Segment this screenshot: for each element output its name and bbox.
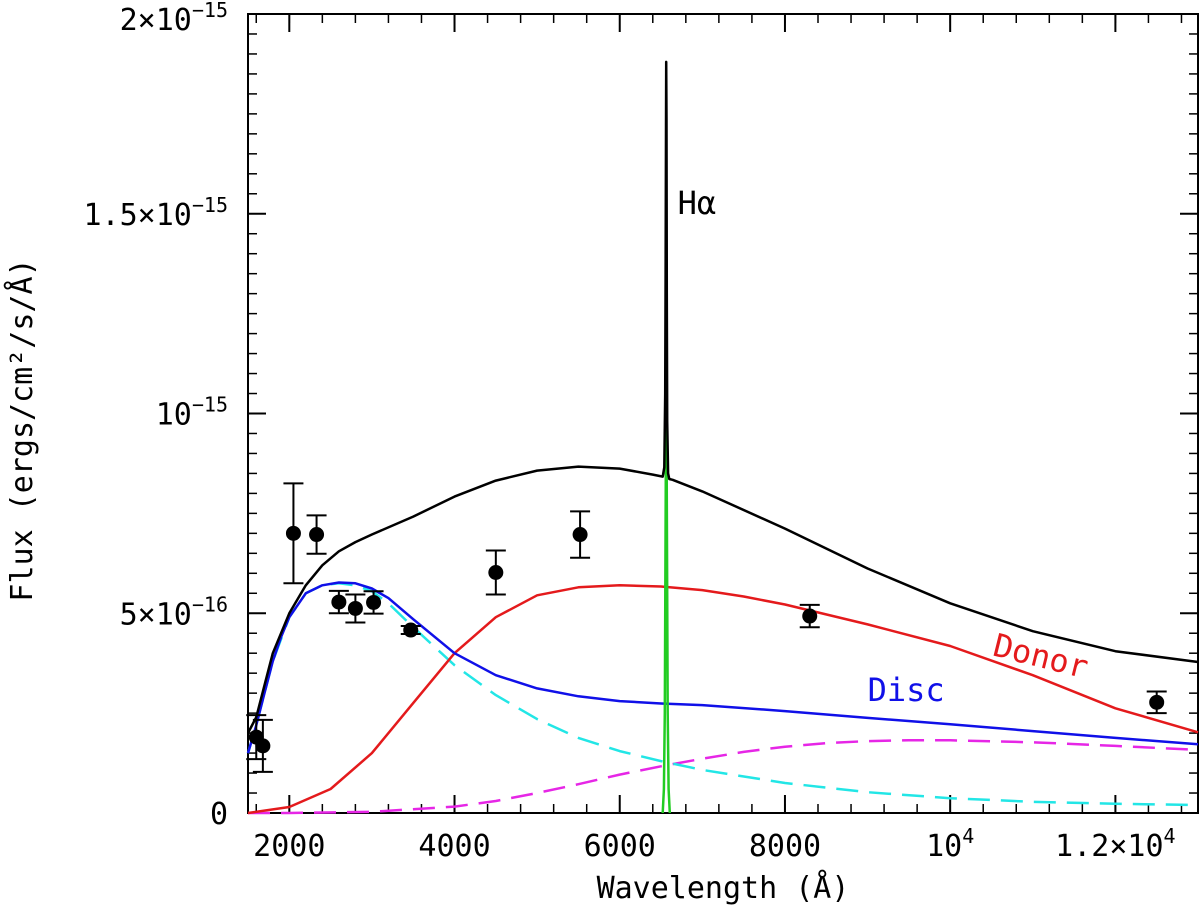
plot-frame	[247, 13, 1199, 814]
data-point	[1149, 694, 1165, 710]
x-tick-label: 2000	[253, 829, 325, 864]
x-tick-label: 8000	[749, 829, 821, 864]
data-point	[403, 622, 419, 638]
data-point	[347, 600, 363, 616]
series-line-0	[246, 60, 1199, 734]
data-point	[488, 565, 504, 581]
x-tick-label: 6000	[584, 829, 656, 864]
data-point	[285, 525, 301, 541]
data-point	[309, 527, 325, 543]
series-line-4	[248, 739, 1199, 815]
annotation-0: Hα	[678, 184, 717, 222]
series-line-1	[246, 581, 1199, 754]
tick-labels-group: 2000 4000 6000 8000 104 1.2×104 0 5×10−16 10−15 1…	[84, 0, 1176, 864]
data-point	[572, 527, 588, 543]
series-line-3	[246, 582, 1199, 807]
data-points-group	[246, 482, 1167, 773]
x-tick-label: 1.2×104	[1055, 824, 1175, 864]
x-tick-label: 4000	[418, 829, 490, 864]
x-tick-label: 104	[926, 824, 974, 864]
data-point	[255, 738, 271, 754]
y-tick-label: 5×10−16	[120, 592, 228, 632]
data-point	[802, 608, 818, 624]
data-point	[331, 594, 347, 610]
y-tick-label: 1.5×10−15	[84, 193, 229, 233]
y-tick-label: 2×10−15	[120, 0, 228, 38]
series-group	[246, 60, 1199, 815]
y-tick-label: 10−15	[156, 393, 228, 433]
annotation-1: Disc	[868, 671, 945, 709]
series-line-2	[247, 584, 1199, 815]
y-tick-label: 0	[210, 797, 228, 832]
data-point	[366, 594, 382, 610]
axis-ticks	[248, 13, 1198, 814]
x-axis-title: Wavelength (Å)	[597, 870, 850, 906]
y-axis-title: Flux (ergs/cm²/s/Å)	[4, 258, 40, 601]
